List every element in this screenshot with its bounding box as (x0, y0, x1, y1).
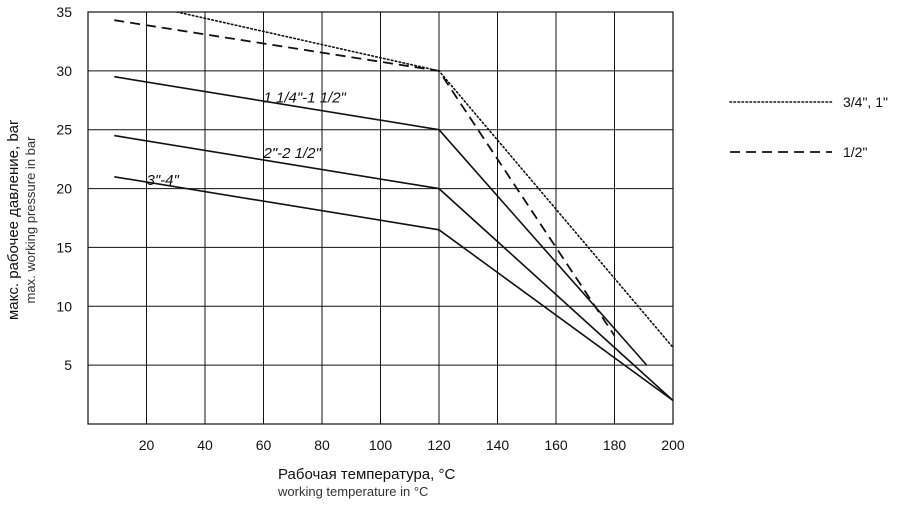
x-axis-sublabel: working temperature in °C (277, 484, 428, 499)
curve-label: 1 1/4"-1 1/2" (264, 90, 347, 107)
x-tick-label: 200 (661, 437, 685, 453)
y-tick-label: 5 (64, 357, 72, 373)
series-lines (114, 12, 673, 402)
y-tick-label: 25 (56, 122, 72, 138)
series-line-3 (114, 75, 648, 366)
x-tick-label: 40 (197, 437, 213, 453)
legend-label: 1/2" (843, 144, 867, 160)
x-tick-label: 20 (139, 437, 155, 453)
series-line-5 (114, 176, 673, 402)
y-tick-label: 10 (56, 298, 72, 314)
plot-border (87, 11, 674, 425)
legend: 3/4", 1" 1/2" (729, 94, 888, 160)
x-tick-label: 100 (369, 437, 393, 453)
y-tick-label: 30 (56, 63, 72, 79)
x-tick-label: 180 (603, 437, 627, 453)
y-tick-label: 35 (56, 4, 72, 20)
series-line-4 (114, 134, 673, 402)
y-tick-label: 15 (56, 239, 72, 255)
x-tick-label: 60 (256, 437, 272, 453)
curve-labels: 1 1/4"-1 1/2" 2"-2 1/2" 3"-4" (147, 90, 347, 189)
y-axis-label: макс. рабочее давление, bar (5, 120, 22, 320)
plot-frame (87, 11, 674, 425)
series-line-2 (114, 19, 616, 337)
legend-label: 3/4", 1" (843, 94, 888, 110)
grid-lines (88, 11, 674, 424)
curve-label: 2"-2 1/2" (263, 145, 322, 162)
series-line-1 (173, 12, 673, 349)
x-tick-label: 80 (314, 437, 330, 453)
x-tick-label: 140 (486, 437, 510, 453)
curve-label: 3"-4" (147, 172, 180, 189)
y-tick-labels: 5 10 15 20 25 30 35 (56, 4, 72, 373)
x-tick-labels: 20 40 60 80 100 120 140 160 180 200 (139, 437, 685, 453)
y-axis-sublabel: max. working pressure in bar (23, 136, 38, 304)
x-tick-label: 120 (427, 437, 451, 453)
x-axis-label: Рабочая температура, °C (278, 466, 455, 483)
x-tick-label: 160 (544, 437, 568, 453)
y-tick-label: 20 (56, 181, 72, 197)
